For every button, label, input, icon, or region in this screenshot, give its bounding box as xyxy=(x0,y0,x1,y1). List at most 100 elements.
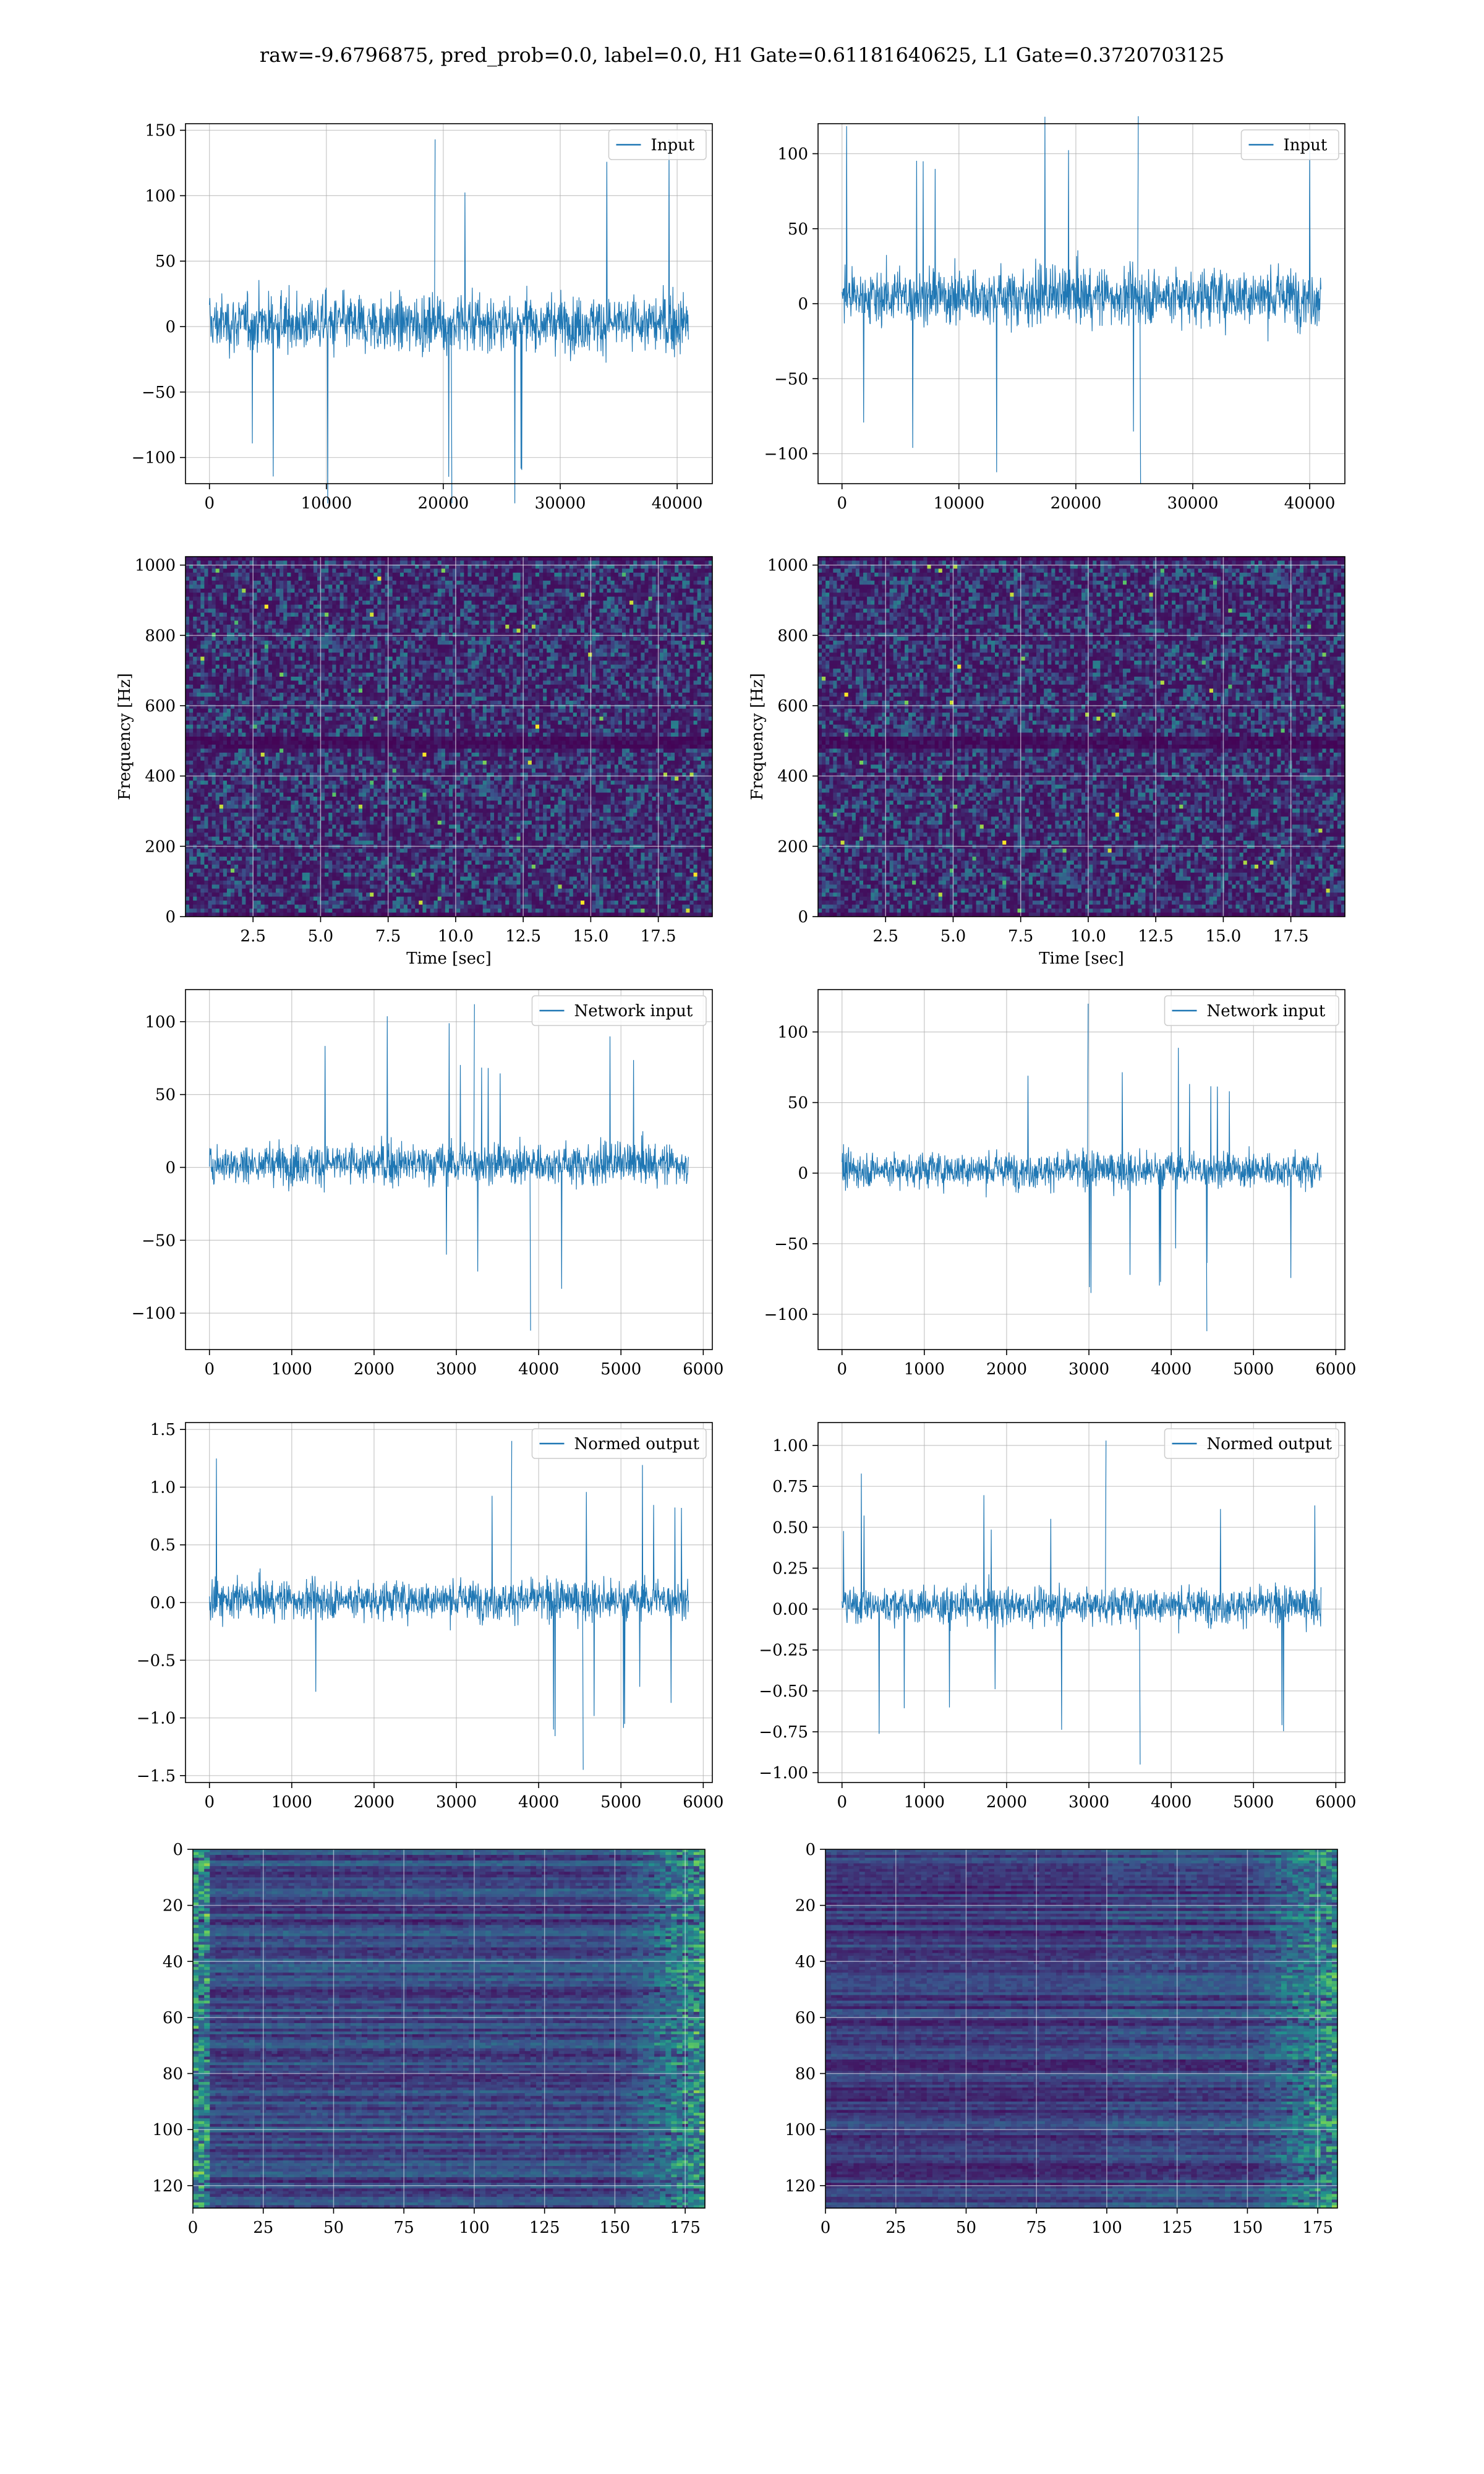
y-tick-label: −100 xyxy=(764,445,808,464)
x-tick-label: 5000 xyxy=(1233,1360,1274,1379)
x-tick-label: 6000 xyxy=(683,1793,723,1812)
x-tick-label: 150 xyxy=(600,2219,631,2237)
y-tick-label: 80 xyxy=(163,2065,183,2084)
x-tick-label: 0 xyxy=(837,1793,847,1812)
y-tick-label: 100 xyxy=(145,187,176,205)
x-tick-label: 5.0 xyxy=(940,927,966,946)
y-tick-label: 120 xyxy=(785,2177,816,2196)
subplot-l1_spectrogram: 2.5 5.0 7.5 10.0 12.5 15.0 17.5020040060080010… xyxy=(748,557,1345,968)
x-tick-label: 7.5 xyxy=(1008,927,1033,946)
x-tick-label: 100 xyxy=(1091,2219,1122,2237)
x-tick-label: 10.0 xyxy=(438,927,474,946)
x-tick-label: 175 xyxy=(670,2219,701,2237)
y-tick-label: 1.0 xyxy=(150,1478,176,1497)
x-tick-label: 4000 xyxy=(1151,1793,1192,1812)
y-tick-label: −100 xyxy=(132,449,176,468)
legend: Normed output xyxy=(532,1429,707,1458)
subplot-h1_spectrogram: 2.5 5.0 7.5 10.0 12.5 15.0 17.5020040060080010… xyxy=(116,557,713,968)
y-tick-label: 0 xyxy=(165,318,176,336)
x-tick-label: 2.5 xyxy=(873,927,898,946)
x-tick-label: 30000 xyxy=(535,494,586,513)
x-tick-label: 4000 xyxy=(518,1793,559,1812)
x-tick-label: 0 xyxy=(204,494,215,513)
y-tick-label: 100 xyxy=(145,1013,176,1032)
x-axis-label: Time [sec] xyxy=(1039,949,1124,968)
x-tick-label: 5.0 xyxy=(308,927,333,946)
y-tick-label: 120 xyxy=(152,2177,183,2196)
y-tick-label: −100 xyxy=(764,1306,808,1324)
y-tick-label: 1.5 xyxy=(150,1421,176,1439)
y-tick-label: 50 xyxy=(788,220,808,239)
y-tick-label: 50 xyxy=(155,252,176,271)
x-tick-label: 2000 xyxy=(986,1360,1027,1379)
y-tick-label: 1000 xyxy=(135,557,176,575)
x-tick-label: 10000 xyxy=(301,494,352,513)
y-tick-label: 0 xyxy=(798,295,808,314)
y-tick-label: −50 xyxy=(142,383,176,402)
x-tick-label: 0 xyxy=(837,494,847,513)
y-tick-label: −100 xyxy=(132,1304,176,1323)
y-tick-label: −1.0 xyxy=(137,1710,176,1728)
x-tick-label: 175 xyxy=(1302,2219,1333,2237)
legend: Normed output xyxy=(1165,1429,1339,1458)
x-tick-label: 40000 xyxy=(1284,494,1336,513)
x-tick-label: 7.5 xyxy=(375,927,401,946)
legend-label: Network input xyxy=(1207,1002,1326,1021)
legend-label: Input xyxy=(1284,136,1328,155)
y-tick-label: 0 xyxy=(165,1158,176,1177)
x-tick-label: 125 xyxy=(1162,2219,1193,2237)
legend-label: Normed output xyxy=(1207,1435,1333,1453)
legend: Input xyxy=(1242,130,1339,160)
x-tick-label: 4000 xyxy=(1151,1360,1192,1379)
y-tick-label: 600 xyxy=(145,697,176,716)
x-tick-label: 0 xyxy=(204,1793,215,1812)
x-tick-label: 10.0 xyxy=(1070,927,1106,946)
y-tick-label: 40 xyxy=(163,1953,183,1971)
x-tick-label: 1000 xyxy=(271,1360,312,1379)
legend-label: Normed output xyxy=(574,1435,700,1453)
y-tick-label: 1000 xyxy=(767,557,808,575)
y-tick-label: 100 xyxy=(777,145,808,164)
y-tick-label: 0.50 xyxy=(772,1518,808,1537)
y-tick-label: −0.5 xyxy=(137,1651,176,1670)
x-tick-label: 3000 xyxy=(1068,1793,1109,1812)
x-tick-label: 5000 xyxy=(600,1360,641,1379)
y-tick-label: 800 xyxy=(145,627,176,645)
x-tick-label: 100 xyxy=(459,2219,490,2237)
x-tick-label: 0 xyxy=(837,1360,847,1379)
x-tick-label: 6000 xyxy=(1315,1793,1356,1812)
y-tick-label: 0.0 xyxy=(150,1594,176,1612)
y-tick-label: 0.5 xyxy=(150,1536,176,1555)
y-tick-label: 60 xyxy=(163,2009,183,2027)
spectrogram-image xyxy=(186,557,713,917)
y-tick-label: 0.25 xyxy=(772,1559,808,1578)
x-axis-label: Time [sec] xyxy=(406,949,492,968)
y-tick-label: 0 xyxy=(173,1841,183,1859)
x-tick-label: 50 xyxy=(323,2219,344,2237)
y-tick-label: 1.00 xyxy=(772,1437,808,1455)
x-tick-label: 1000 xyxy=(904,1793,945,1812)
x-tick-label: 25 xyxy=(885,2219,906,2237)
y-tick-label: 150 xyxy=(145,122,176,140)
x-tick-label: 2.5 xyxy=(241,927,266,946)
x-tick-label: 20000 xyxy=(1051,494,1102,513)
y-tick-label: −1.00 xyxy=(759,1764,808,1783)
y-axis-label: Frequency [Hz] xyxy=(116,673,134,800)
y-tick-label: 0 xyxy=(798,1165,808,1183)
x-tick-label: 125 xyxy=(529,2219,560,2237)
y-tick-label: −0.75 xyxy=(759,1723,808,1742)
y-tick-label: 80 xyxy=(795,2065,816,2084)
y-tick-label: 0 xyxy=(805,1841,816,1859)
legend: Network input xyxy=(532,996,707,1025)
y-tick-label: 0.00 xyxy=(772,1601,808,1619)
x-tick-label: 15.0 xyxy=(573,927,608,946)
x-tick-label: 17.5 xyxy=(1273,927,1309,946)
y-tick-label: 0 xyxy=(165,908,176,927)
y-tick-label: 100 xyxy=(785,2121,816,2139)
x-tick-label: 0 xyxy=(204,1360,215,1379)
x-tick-label: 5000 xyxy=(1233,1793,1274,1812)
x-tick-label: 10000 xyxy=(933,494,984,513)
y-tick-label: −1.5 xyxy=(137,1767,176,1786)
y-tick-label: 50 xyxy=(155,1086,176,1105)
